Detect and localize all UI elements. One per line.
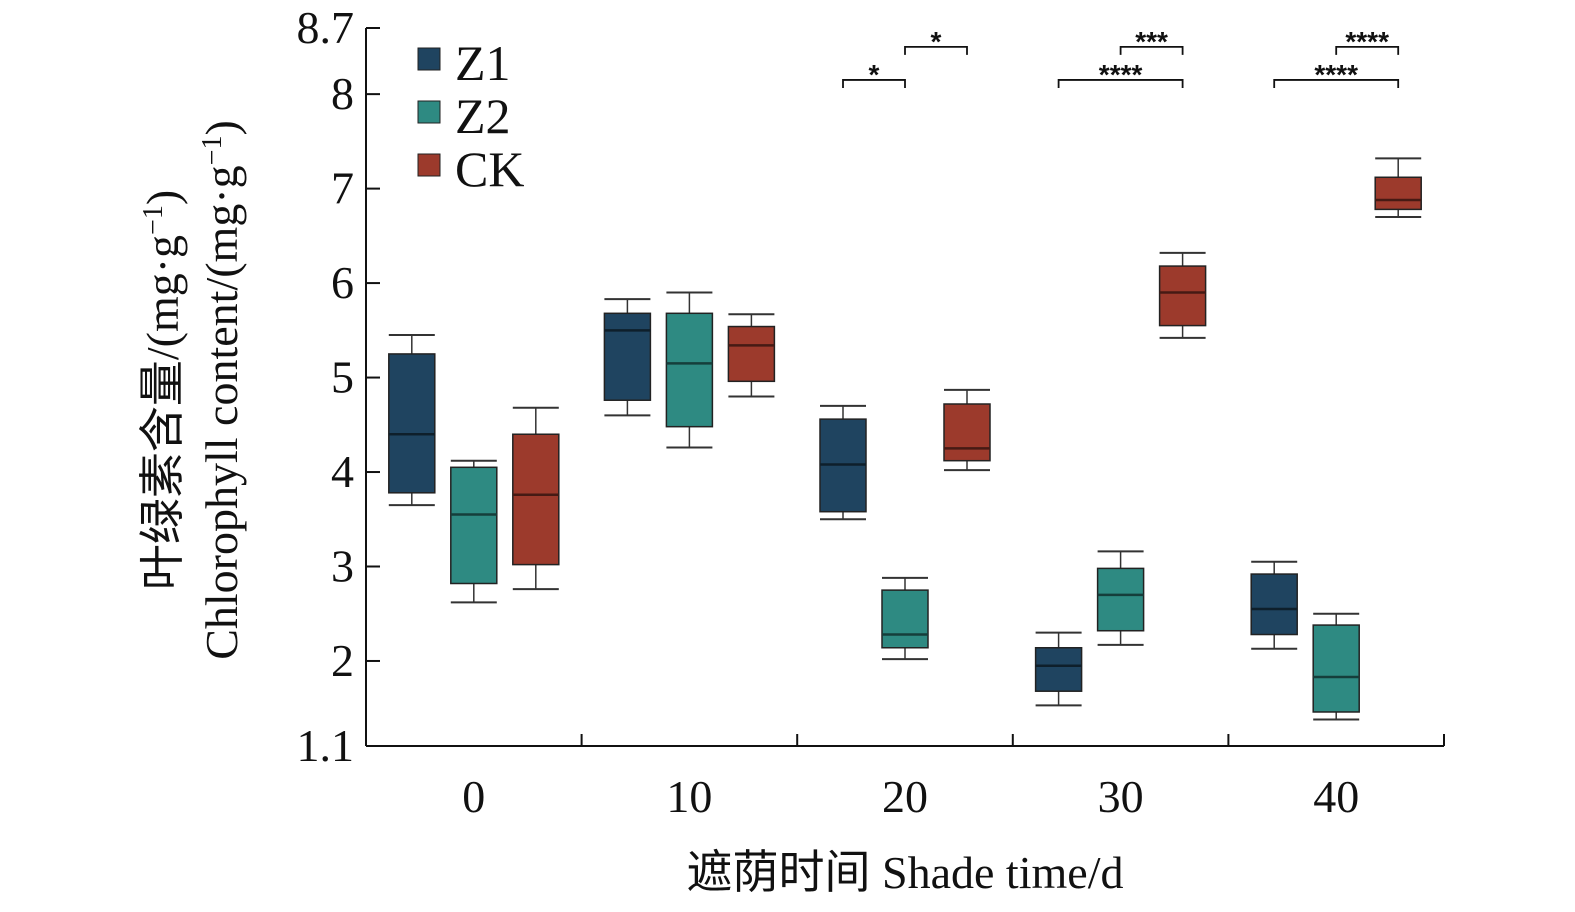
legend-item-CK: CK bbox=[417, 141, 524, 197]
box-Z1-10 bbox=[603, 298, 652, 417]
legend-label: Z1 bbox=[455, 35, 511, 91]
box-CK-30 bbox=[1158, 251, 1207, 339]
legend-swatch bbox=[417, 47, 441, 71]
x-tick-label: 40 bbox=[1313, 771, 1359, 822]
box-body bbox=[1312, 624, 1360, 713]
significance-bracket: **** bbox=[1335, 26, 1400, 57]
box-body bbox=[388, 353, 436, 494]
bracket-line bbox=[842, 79, 906, 88]
box-body bbox=[1096, 567, 1145, 632]
box-body bbox=[727, 325, 776, 383]
box-Z2-40 bbox=[1312, 612, 1360, 721]
y-axis-title-en-close: ) bbox=[196, 120, 247, 135]
y-axis-title-cn-main: 叶绿素含量/(mg·g bbox=[137, 235, 188, 590]
box-CK-10 bbox=[727, 313, 776, 398]
box-Z1-20 bbox=[819, 404, 867, 521]
y-axis-title-cn: 叶绿素含量/(mg·g−1) bbox=[137, 190, 188, 590]
x-tick-label: 30 bbox=[1098, 771, 1144, 822]
y-tick-label: 5 bbox=[331, 352, 354, 403]
box-body bbox=[1374, 176, 1422, 211]
box-CK-0 bbox=[512, 406, 560, 591]
legend-item-Z2: Z2 bbox=[417, 88, 511, 144]
box-body bbox=[512, 433, 560, 566]
y-tick-label: 8 bbox=[331, 68, 354, 119]
x-tick-label: 20 bbox=[882, 771, 928, 822]
bracket-line bbox=[904, 45, 968, 55]
y-tick-label: 2 bbox=[331, 635, 354, 686]
significance-bracket: **** bbox=[1057, 59, 1184, 90]
box-body bbox=[665, 312, 714, 428]
box-body bbox=[603, 312, 652, 401]
bracket-line bbox=[1335, 45, 1400, 55]
significance-label: **** bbox=[1314, 59, 1358, 90]
significance-label: **** bbox=[1099, 59, 1143, 90]
y-axis-title: 叶绿素含量/(mg·g−1) Chlorophyll content/(mg·g… bbox=[137, 120, 247, 660]
y-axis-title-cn-close: ) bbox=[137, 190, 188, 205]
box-Z2-20 bbox=[881, 576, 929, 661]
legend-label: Z2 bbox=[455, 88, 511, 144]
significance-label: **** bbox=[1345, 26, 1389, 57]
significance-group: ***************** bbox=[842, 26, 1400, 90]
legend-swatch bbox=[417, 153, 441, 177]
y-axis-title-en: Chlorophyll content/(mg·g−1) bbox=[196, 120, 247, 660]
y-tick-label: 8.7 bbox=[297, 2, 355, 53]
y-tick-label: 4 bbox=[331, 446, 354, 497]
box-Z2-0 bbox=[450, 459, 498, 604]
legend-item-Z1: Z1 bbox=[417, 35, 511, 91]
significance-bracket: *** bbox=[1119, 26, 1184, 57]
box-Z2-10 bbox=[665, 291, 714, 449]
box-body bbox=[1034, 646, 1083, 692]
box-CK-40 bbox=[1374, 157, 1422, 218]
y-axis-title-cn-sup: −1 bbox=[138, 205, 169, 235]
bracket-line bbox=[1273, 79, 1400, 88]
significance-bracket: * bbox=[842, 59, 906, 90]
x-tick-label: 10 bbox=[666, 771, 712, 822]
bracket-line bbox=[1057, 79, 1184, 88]
significance-label: * bbox=[869, 59, 880, 90]
significance-label: *** bbox=[1135, 26, 1168, 57]
legend-swatch bbox=[417, 100, 441, 124]
y-tick-label: 6 bbox=[331, 257, 354, 308]
box-body bbox=[1158, 265, 1207, 327]
box-CK-20 bbox=[943, 388, 991, 472]
y-tick-label: 1.1 bbox=[297, 720, 355, 771]
box-Z1-30 bbox=[1034, 631, 1083, 707]
significance-bracket: * bbox=[904, 26, 968, 57]
box-body bbox=[1250, 573, 1298, 636]
significance-bracket: **** bbox=[1273, 59, 1400, 90]
x-axis-title: 遮荫时间 Shade time/d bbox=[687, 847, 1124, 898]
significance-label: * bbox=[931, 26, 942, 57]
box-Z2-30 bbox=[1096, 550, 1145, 646]
y-axis-title-en-sup: −1 bbox=[197, 136, 228, 166]
y-tick-label: 3 bbox=[331, 541, 354, 592]
box-group bbox=[388, 157, 1422, 721]
legend-label: CK bbox=[455, 141, 524, 197]
x-tick-label: 0 bbox=[462, 771, 485, 822]
box-body bbox=[450, 466, 498, 585]
box-body bbox=[881, 589, 929, 649]
box-body bbox=[943, 403, 991, 462]
axes: 1.1 2 3 4 5 6 7 8 8.7 0 10 20 30 40 bbox=[297, 2, 1445, 822]
y-tick-label: 7 bbox=[331, 163, 354, 214]
box-Z1-0 bbox=[388, 334, 436, 507]
bracket-line bbox=[1119, 45, 1184, 55]
box-Z1-40 bbox=[1250, 560, 1298, 650]
y-axis-title-en-main: Chlorophyll content/(mg·g bbox=[196, 165, 247, 659]
